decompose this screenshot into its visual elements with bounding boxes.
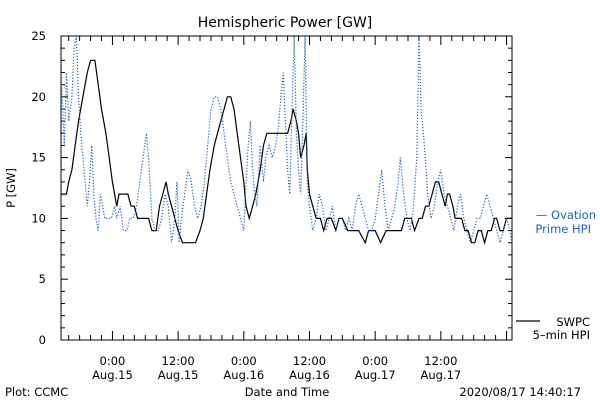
x-tick-label-date: Aug.17 [355, 368, 396, 382]
x-tick-label-time: 0:00 [231, 354, 257, 368]
y-tick-label: 0 [39, 333, 46, 347]
series-ovation-line [60, 35, 513, 246]
legend: — Ovation Prime HPI SWPC 5–min HPI [516, 208, 596, 342]
series-swpc-line [61, 59, 512, 245]
x-axis: 0:00Aug.1512:00Aug.150:00Aug.1612:00Aug.… [68, 36, 508, 382]
y-axis: 0 5 10 15 20 25 [31, 29, 512, 347]
x-tick-label-time: 0:00 [362, 354, 388, 368]
legend-swpc-line2: 5–min HPI [533, 328, 590, 342]
legend-ovation-line2: Prime HPI [535, 222, 591, 236]
footer-timestamp: 2020/08/17 14:40:17 [459, 385, 581, 399]
x-tick-label-time: 0:00 [100, 354, 126, 368]
x-tick-label-date: Aug.16 [289, 368, 330, 382]
chart-title: Hemispheric Power [GW] [198, 15, 373, 31]
legend-ovation-line1: — Ovation [536, 208, 596, 222]
x-tick-label-date: Aug.16 [223, 368, 264, 382]
x-tick-label-date: Aug.15 [158, 368, 199, 382]
plot-frame [60, 35, 513, 341]
series-layer [60, 35, 513, 246]
y-tick-label: 5 [39, 272, 46, 286]
y-tick-label: 25 [31, 29, 46, 43]
x-tick-label-time: 12:00 [293, 354, 326, 368]
x-axis-label: Date and Time [245, 385, 330, 399]
legend-swpc-line1: SWPC [556, 315, 590, 329]
y-tick-label: 20 [31, 90, 46, 104]
x-tick-label-time: 12:00 [424, 354, 457, 368]
x-tick-label-time: 12:00 [162, 354, 195, 368]
footer-plot-credit: Plot: CCMC [5, 385, 68, 399]
y-tick-label: 10 [31, 211, 46, 225]
x-tick-label-date: Aug.15 [92, 368, 133, 382]
y-axis-label: P [GW] [4, 168, 18, 208]
x-tick-label-date: Aug.17 [420, 368, 461, 382]
y-tick-label: 15 [31, 151, 46, 165]
